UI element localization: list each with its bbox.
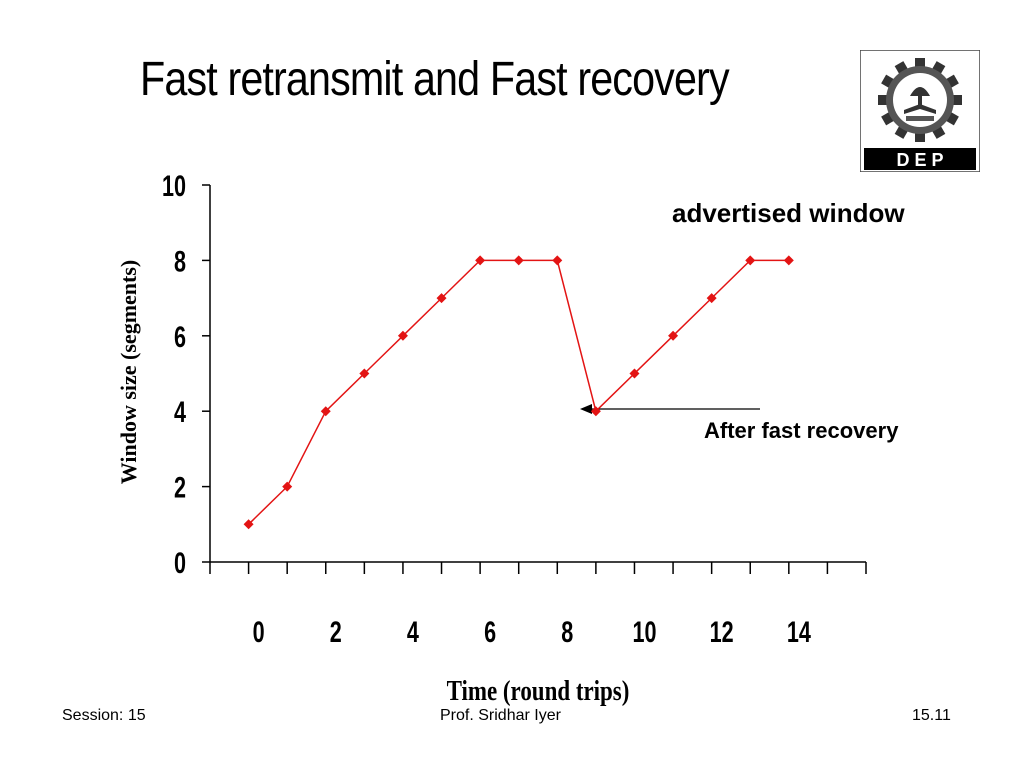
data-point-marker <box>783 255 794 266</box>
x-tick-label: 14 <box>787 614 811 648</box>
data-point-marker <box>668 330 679 341</box>
annotation-advertised-window: advertised window <box>672 198 905 228</box>
data-point-marker <box>282 481 293 492</box>
series-line <box>248 259 789 525</box>
data-point-marker <box>513 255 524 266</box>
data-point-marker <box>706 293 717 304</box>
y-tick-label: 8 <box>174 244 186 278</box>
iit-bombay-cog-logo-icon: D E P <box>860 50 980 172</box>
data-point-marker <box>397 330 408 341</box>
x-tick-label: 4 <box>407 614 419 648</box>
footer-author: Prof. Sridhar Iyer <box>440 707 561 724</box>
y-axis-label: Window size (segments) <box>116 260 141 484</box>
y-tick-label: 0 <box>174 545 186 579</box>
footer-page-number: 15.11 <box>912 707 951 724</box>
x-tick-label: 6 <box>484 614 496 648</box>
logo-text: D E P <box>896 150 943 170</box>
series-polyline <box>248 259 789 525</box>
recovery-arrow-head <box>580 404 592 414</box>
data-point-marker <box>590 406 601 417</box>
series-markers <box>243 255 794 530</box>
y-tick-label: 6 <box>174 319 186 353</box>
y-axis-ticks: 0 2 4 6 8 10 <box>162 168 210 580</box>
y-tick-label: 4 <box>174 395 186 429</box>
data-point-marker <box>475 255 486 266</box>
data-point-marker <box>243 519 254 530</box>
y-tick-label: 10 <box>162 168 186 202</box>
y-tick-label: 2 <box>174 470 186 504</box>
data-point-marker <box>745 255 756 266</box>
x-tick-label: 0 <box>253 614 265 648</box>
footer-session: Session: 15 <box>62 707 146 724</box>
slide-title: Fast retransmit and Fast recovery <box>140 53 730 106</box>
data-point-marker <box>629 368 640 379</box>
x-tick-label: 12 <box>710 614 734 648</box>
data-point-marker <box>552 255 563 266</box>
x-axis-label: Time (round trips) <box>447 675 630 707</box>
data-point-marker <box>359 368 370 379</box>
x-tick-label: 10 <box>632 614 656 648</box>
annotation-after-fast-recovery: After fast recovery <box>704 418 899 443</box>
x-axis-ticks: 0 2 4 6 8 10 12 14 <box>209 562 867 649</box>
chart-axes <box>209 185 866 563</box>
data-point-marker <box>320 406 331 417</box>
x-tick-label: 2 <box>330 614 342 648</box>
x-tick-label: 8 <box>561 614 573 648</box>
data-point-marker <box>436 293 447 304</box>
